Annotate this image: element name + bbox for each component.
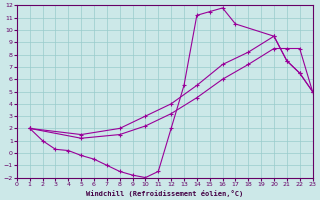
X-axis label: Windchill (Refroidissement éolien,°C): Windchill (Refroidissement éolien,°C) [86,190,243,197]
